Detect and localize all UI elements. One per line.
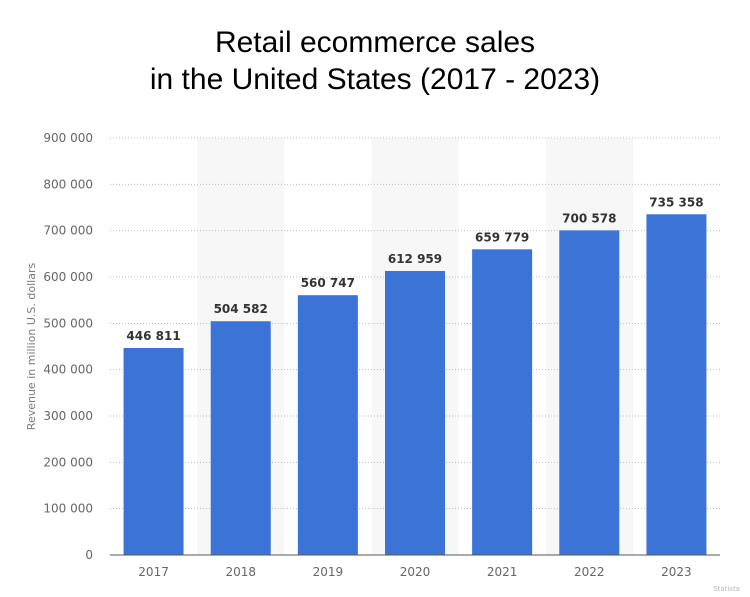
bar-2019 xyxy=(297,295,358,555)
value-label-2019: 560 747 xyxy=(301,276,355,290)
x-tick-label-2022: 2022 xyxy=(574,565,605,579)
y-tick-label-8: 800 000 xyxy=(43,177,93,191)
bar-2021 xyxy=(472,249,533,555)
bar-2023 xyxy=(646,214,707,556)
y-tick-label-2: 200 000 xyxy=(43,455,93,469)
y-tick-label-7: 700 000 xyxy=(43,224,93,238)
bars xyxy=(123,214,707,556)
chart-title: Retail ecommerce sales in the United Sta… xyxy=(0,24,750,98)
x-axis-ticks: 2017 2018 2019 2020 2021 2022 2023 xyxy=(138,565,691,579)
chart-title-line-2: in the United States (2017 - 2023) xyxy=(149,63,601,96)
value-label-2017: 446 811 xyxy=(126,329,180,343)
value-label-2023: 735 358 xyxy=(649,195,703,209)
value-label-2018: 504 582 xyxy=(214,302,268,316)
bar-2018 xyxy=(210,321,271,555)
y-tick-label-4: 400 000 xyxy=(43,363,93,377)
y-axis-ticks: 0 100 000 200 000 300 000 400 000 500 000 600 … xyxy=(43,131,93,562)
y-tick-label-5: 500 000 xyxy=(43,316,93,330)
y-axis-label: Revenue in million U.S. dollars xyxy=(25,263,38,431)
chart-title-line-1: Retail ecommerce sales xyxy=(214,26,536,59)
value-label-2021: 659 779 xyxy=(475,230,529,244)
y-tick-label-0: 0 xyxy=(85,548,93,562)
bar-2017 xyxy=(123,347,184,555)
watermark: Statista xyxy=(713,585,740,593)
y-tick-label-9: 900 000 xyxy=(43,131,93,145)
bar-2020 xyxy=(385,270,445,555)
y-tick-label-6: 600 000 xyxy=(43,270,93,284)
x-tick-label-2019: 2019 xyxy=(313,565,344,579)
x-tick-label-2018: 2018 xyxy=(225,565,256,579)
bar-2022 xyxy=(559,230,620,555)
x-tick-label-2020: 2020 xyxy=(400,565,431,579)
x-tick-label-2017: 2017 xyxy=(138,565,169,579)
value-label-2022: 700 578 xyxy=(562,211,616,225)
x-tick-label-2021: 2021 xyxy=(487,565,518,579)
y-tick-label-3: 300 000 xyxy=(43,409,93,423)
x-tick-label-2023: 2023 xyxy=(661,565,692,579)
value-label-2020: 612 959 xyxy=(388,252,442,266)
value-labels: 446 811 504 582 560 747 612 959 659 779 700 5… xyxy=(126,195,703,343)
y-tick-label-1: 100 000 xyxy=(43,502,93,516)
